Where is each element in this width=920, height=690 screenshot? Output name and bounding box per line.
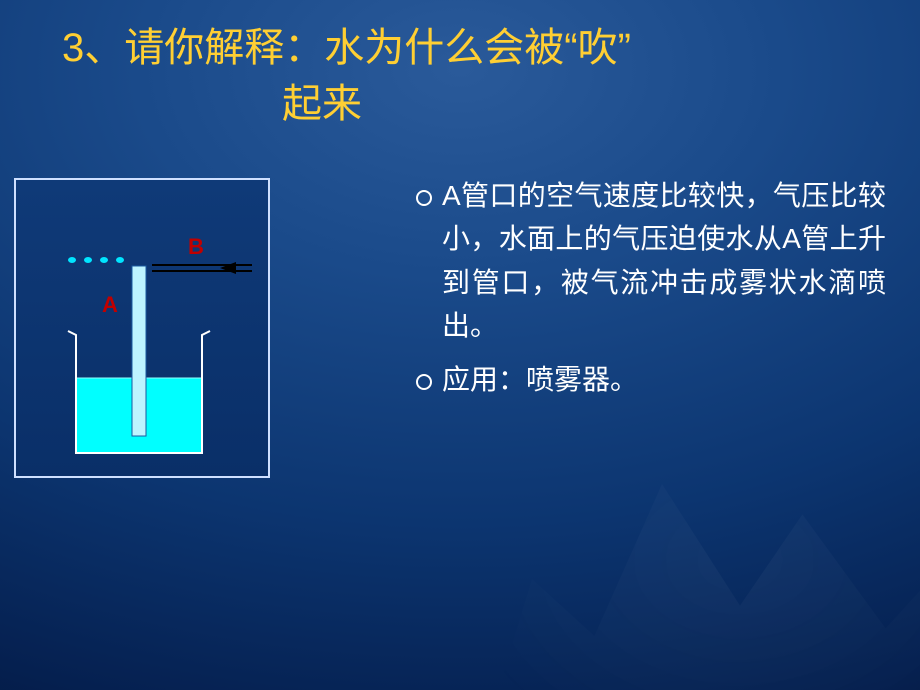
background-silhouette xyxy=(480,370,920,690)
atomizer-diagram xyxy=(16,180,268,476)
bullet-2: 应用：喷雾器。 xyxy=(412,358,886,401)
label-a: A xyxy=(102,292,118,318)
body-text: A管口的空气速度比较快，气压比较小，水面上的气压迫使水从A管上升到管口，被气流冲… xyxy=(412,174,886,411)
diagram-frame: A B xyxy=(14,178,270,478)
label-b: B xyxy=(188,234,204,260)
title-line-2: 起来 xyxy=(62,76,882,132)
slide-title: 3、请你解释：水为什么会被“吹” 起来 xyxy=(62,20,882,132)
title-line-1: 3、请你解释：水为什么会被“吹” xyxy=(62,26,631,70)
bullet-1: A管口的空气速度比较快，气压比较小，水面上的气压迫使水从A管上升到管口，被气流冲… xyxy=(412,174,886,348)
